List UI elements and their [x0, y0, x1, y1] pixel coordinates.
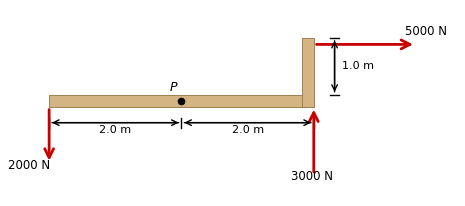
- Text: 5000 N: 5000 N: [405, 25, 446, 38]
- Text: 2.0 m: 2.0 m: [99, 125, 132, 135]
- Text: 2.0 m: 2.0 m: [232, 125, 264, 135]
- Text: 3000 N: 3000 N: [291, 171, 333, 184]
- Bar: [49, 95, 314, 107]
- Text: 2000 N: 2000 N: [7, 159, 50, 172]
- Bar: [302, 38, 314, 107]
- Text: P: P: [170, 81, 178, 94]
- Text: 1.0 m: 1.0 m: [342, 61, 374, 71]
